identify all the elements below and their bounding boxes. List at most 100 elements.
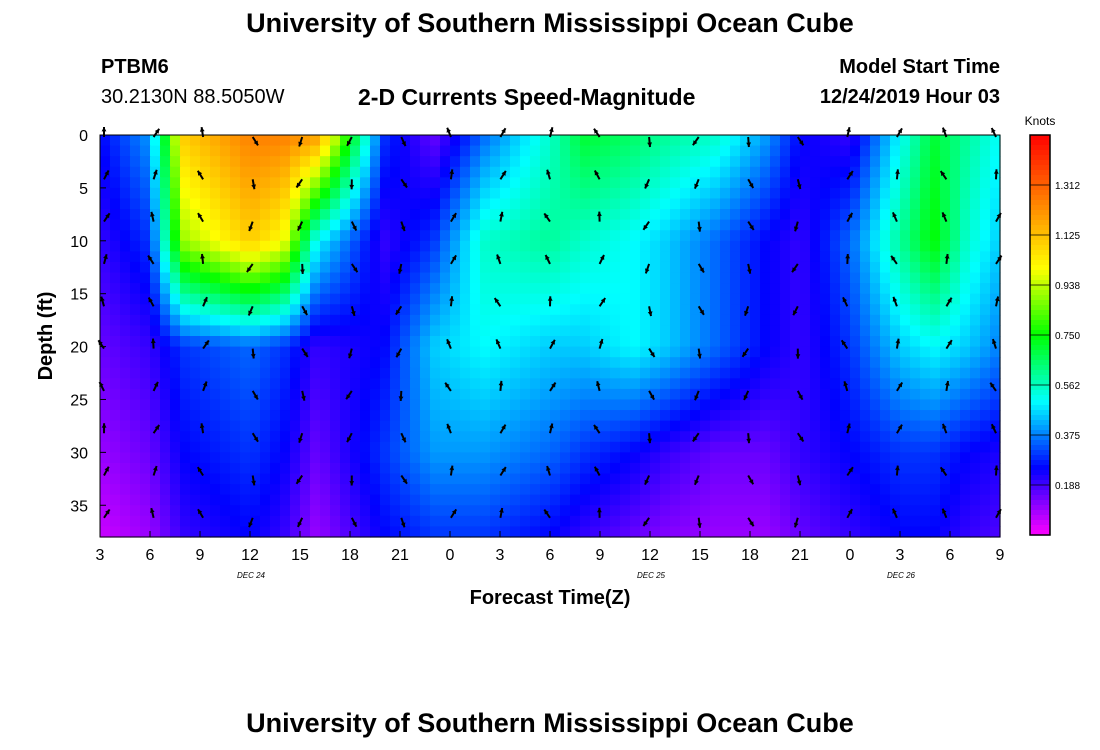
heatmap-cell	[540, 526, 551, 538]
colorbar-segment	[1030, 395, 1050, 401]
colorbar-segment	[1030, 485, 1050, 491]
heatmap-cell	[100, 293, 111, 305]
heatmap-cell	[450, 336, 461, 348]
heatmap-cell	[390, 399, 401, 411]
heatmap-cell	[610, 388, 621, 401]
heatmap-cell	[430, 431, 441, 443]
heatmap-cell	[860, 145, 871, 157]
model-start-label: Model Start Time	[839, 56, 1000, 78]
heatmap-cell	[530, 251, 541, 263]
heatmap-cell	[650, 505, 661, 517]
heatmap-cell	[550, 145, 561, 157]
heatmap-cell	[970, 388, 981, 401]
heatmap-cell	[540, 187, 551, 200]
heatmap-cell	[670, 378, 681, 390]
heatmap-cell	[620, 219, 631, 231]
heatmap-cell	[230, 452, 241, 464]
heatmap-cell	[240, 209, 251, 221]
heatmap-cell	[190, 166, 201, 178]
heatmap-cell	[770, 388, 781, 401]
heatmap-cell	[820, 219, 831, 231]
heatmap-cell	[710, 304, 721, 316]
heatmap-cell	[890, 346, 901, 358]
heatmap-cell	[130, 304, 141, 316]
y-tick-label: 15	[70, 287, 88, 304]
heatmap-cell	[450, 187, 461, 200]
heatmap-cell	[290, 293, 301, 305]
current-arrow-head	[991, 424, 996, 430]
heatmap-cell	[970, 187, 981, 200]
heatmap-cell	[160, 378, 171, 390]
heatmap-cell	[340, 473, 351, 485]
heatmap-cell	[240, 336, 251, 348]
heatmap-cell	[300, 272, 311, 284]
heatmap-cell	[990, 187, 1001, 200]
heatmap-cell	[570, 462, 581, 475]
heatmap-cell	[790, 283, 801, 295]
heatmap-cell	[130, 473, 141, 485]
heatmap-cell	[900, 336, 911, 348]
heatmap-cell	[440, 346, 451, 358]
heatmap-cell	[770, 177, 781, 189]
heatmap-cell	[930, 177, 941, 189]
heatmap-cell	[320, 166, 331, 178]
heatmap-cell	[420, 420, 431, 432]
heatmap-cell	[990, 452, 1001, 464]
heatmap-cell	[580, 515, 591, 528]
heatmap-cell	[980, 346, 991, 358]
heatmap-cell	[890, 198, 901, 210]
x-tick-label: 9	[196, 547, 205, 564]
heatmap-cell	[230, 240, 241, 252]
heatmap-cell	[670, 494, 681, 506]
heatmap-cell	[280, 526, 291, 538]
heatmap-cell	[690, 452, 701, 464]
heatmap-cell	[540, 462, 551, 475]
heatmap-cell	[500, 515, 511, 528]
heatmap-cell	[430, 346, 441, 358]
x-tick-label: 21	[791, 547, 809, 564]
heatmap-cell	[690, 240, 701, 252]
heatmap-cell	[430, 135, 441, 147]
heatmap-cell	[600, 156, 611, 168]
heatmap-cell	[770, 399, 781, 411]
heatmap-cell	[750, 378, 761, 390]
heatmap-cell	[570, 314, 581, 327]
current-arrow-head	[942, 423, 947, 429]
heatmap-cell	[430, 230, 441, 242]
heatmap-cell	[330, 515, 341, 528]
heatmap-cell	[700, 156, 711, 168]
heatmap-cell	[880, 187, 891, 200]
heatmap-cell	[980, 166, 991, 178]
heatmap-cell	[220, 505, 231, 517]
current-arrow-head	[845, 254, 850, 259]
heatmap-cell	[790, 526, 801, 538]
colorbar-segment	[1030, 425, 1050, 431]
heatmap-cell	[780, 462, 791, 475]
colorbar-segment	[1030, 475, 1050, 481]
heatmap-cell	[870, 304, 881, 316]
heatmap-cell	[620, 325, 631, 337]
heatmap-cell	[660, 187, 671, 200]
current-arrow-head	[501, 170, 506, 176]
heatmap-cell	[330, 388, 341, 401]
heatmap-cell	[630, 526, 641, 538]
heatmap-cell	[220, 367, 231, 379]
heatmap-cell	[380, 378, 391, 390]
heatmap-cell	[930, 304, 941, 316]
heatmap-cell	[130, 346, 141, 358]
heatmap-cell	[420, 378, 431, 390]
heatmap-cell	[630, 156, 641, 168]
heatmap-cell	[440, 145, 451, 157]
heatmap-cell	[930, 494, 941, 506]
heatmap-cell	[660, 156, 671, 168]
heatmap-cell	[810, 505, 821, 517]
heatmap-cell	[740, 187, 751, 200]
heatmap-cell	[210, 462, 221, 475]
heatmap-cell	[620, 166, 631, 178]
heatmap-cell	[190, 420, 201, 432]
heatmap-cell	[410, 367, 421, 379]
heatmap-cell	[180, 166, 191, 178]
heatmap-cell	[780, 420, 791, 432]
heatmap-cell	[360, 505, 371, 517]
heatmap-cell	[440, 198, 451, 210]
